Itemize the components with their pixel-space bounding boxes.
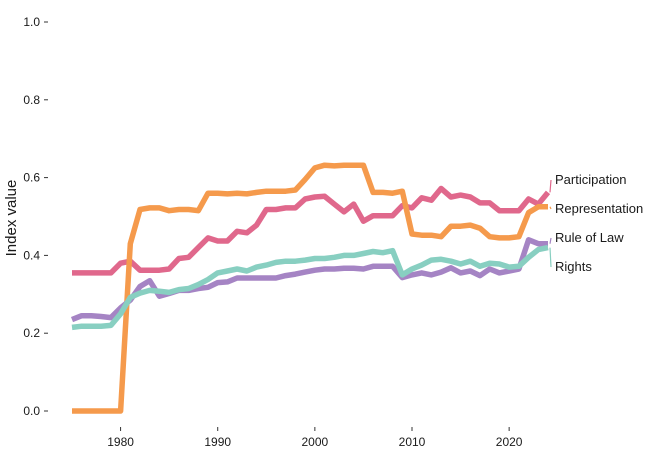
x-tick-label: 2020 [496,435,523,449]
y-axis: 0.0 0.2 0.4 0.6 0.8 1.0 [23,15,48,418]
y-tick-label: 0.6 [23,171,40,185]
y-tick-label: 0.2 [23,326,40,340]
y-axis-title: Index value [3,180,20,257]
series-line-rule-of-law [70,237,548,323]
series-line-representation [72,162,548,414]
y-tick-label: 0.0 [23,404,40,418]
y-tick-label: 0.8 [23,93,40,107]
series-label-leader [549,247,552,268]
series-label-rule-of-law: Rule of Law [555,230,624,245]
series-label-leader [549,237,552,244]
series-label-leader [549,206,552,210]
series-labels: Participation Representation Rule of Law Ri… [549,172,643,274]
x-tick-label: 1980 [107,435,134,449]
y-tick-label: 1.0 [23,15,40,29]
series-label-leader [549,179,552,193]
x-axis: 1980 1990 2000 2010 2020 [107,427,523,449]
x-tick-label: 1990 [204,435,231,449]
y-tick-label: 0.4 [23,248,40,262]
series-label-participation: Participation [555,172,627,187]
series-label-representation: Representation [555,201,643,216]
x-tick-label: 2010 [399,435,426,449]
series-line-rights [71,244,549,331]
series-lines [70,162,551,414]
series-label-rights: Rights [555,259,592,274]
x-tick-label: 2000 [302,435,329,449]
series-line-participation [72,185,551,276]
